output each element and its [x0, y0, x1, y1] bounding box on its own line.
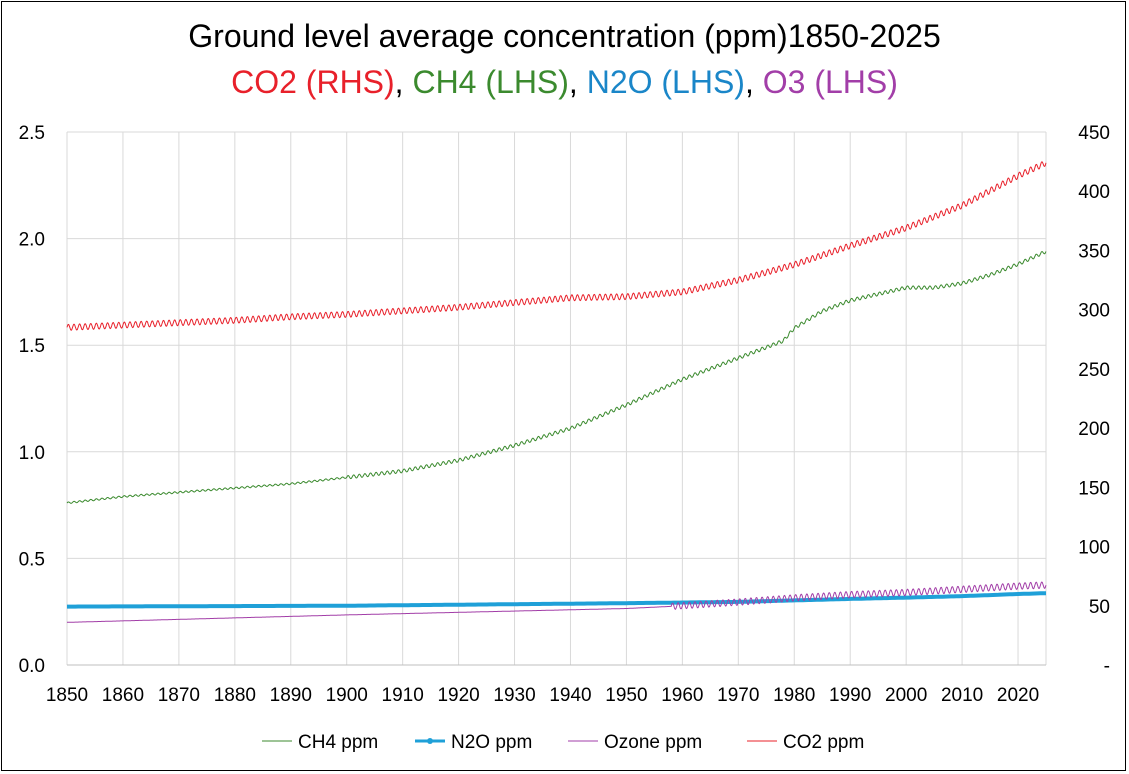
legend-marker	[427, 738, 433, 744]
y-left-tick-label: 1.0	[19, 443, 45, 464]
x-tick-label: 2000	[885, 685, 927, 706]
y-right-tick-label: 200	[1078, 419, 1110, 440]
x-tick-label: 2020	[997, 685, 1039, 706]
y-right-tick-label: 350	[1078, 241, 1110, 262]
x-tick-label: 1980	[773, 685, 815, 706]
y-left-tick-label: 2.5	[19, 123, 45, 144]
y-right-tick-label: 450	[1078, 123, 1110, 144]
subtitle-part: ,	[744, 64, 763, 100]
x-tick-label: 1890	[270, 685, 312, 706]
x-tick-label: 1880	[214, 685, 256, 706]
y-left-tick-label: 0.0	[19, 656, 45, 677]
y-right-tick-label: 300	[1078, 301, 1110, 322]
x-tick-label: 1970	[717, 685, 759, 706]
series-line	[67, 591, 1046, 609]
x-tick-label: 2010	[941, 685, 983, 706]
series-line	[66, 251, 1047, 504]
x-tick-label: 1940	[549, 685, 591, 706]
y-right-tick-label: -	[1104, 656, 1110, 677]
x-tick-label: 1900	[326, 685, 368, 706]
subtitle-part: CO2 (RHS)	[231, 64, 395, 100]
y-right-tick-label: 150	[1078, 478, 1110, 499]
x-tick-label: 1910	[382, 685, 424, 706]
series-lines	[66, 161, 1047, 623]
y-left-tick-label: 0.5	[19, 549, 45, 570]
y-left-tick-label: 1.5	[19, 336, 45, 357]
chart-subtitle: CO2 (RHS), CH4 (LHS), N2O (LHS), O3 (LHS…	[0, 64, 1129, 101]
x-tick-label: 1930	[493, 685, 535, 706]
y-right-tick-label: 400	[1078, 182, 1110, 203]
series-line	[66, 161, 1047, 331]
legend-label: CH4 ppm	[298, 732, 378, 753]
x-tick-label: 1960	[661, 685, 703, 706]
subtitle-part: ,	[394, 64, 413, 100]
chart-title: Ground level average concentration (ppm)…	[188, 18, 941, 54]
subtitle-part: O3 (LHS)	[762, 64, 898, 100]
y-right-tick-label: 50	[1089, 597, 1110, 618]
subtitle-part: N2O (LHS)	[586, 64, 745, 100]
x-tick-label: 1950	[605, 685, 647, 706]
gridlines	[66, 131, 1047, 666]
y-right-tick-label: 250	[1078, 360, 1110, 381]
x-tick-label: 1990	[829, 685, 871, 706]
legend-label: N2O ppm	[451, 732, 532, 753]
subtitle-part: CH4 (LHS)	[412, 64, 569, 100]
axes: 0.0 0.5 1.0 1.5 2.0 2.5 - 50 100 150 200 250 300 350 4…	[19, 123, 1110, 706]
subtitle-part: ,	[568, 64, 587, 100]
legend-label: Ozone ppm	[604, 732, 702, 753]
series-line	[66, 581, 1047, 623]
legend-label: CO2 ppm	[783, 732, 864, 753]
y-left-tick-label: 2.0	[19, 230, 45, 251]
x-tick-label: 1920	[437, 685, 479, 706]
x-tick-label: 1850	[46, 685, 88, 706]
legend: CH4 ppm N2O ppm Ozone ppm CO2 ppm	[262, 732, 864, 753]
y-right-tick-label: 100	[1078, 538, 1110, 559]
x-tick-label: 1870	[158, 685, 200, 706]
x-tick-label: 1860	[102, 685, 144, 706]
